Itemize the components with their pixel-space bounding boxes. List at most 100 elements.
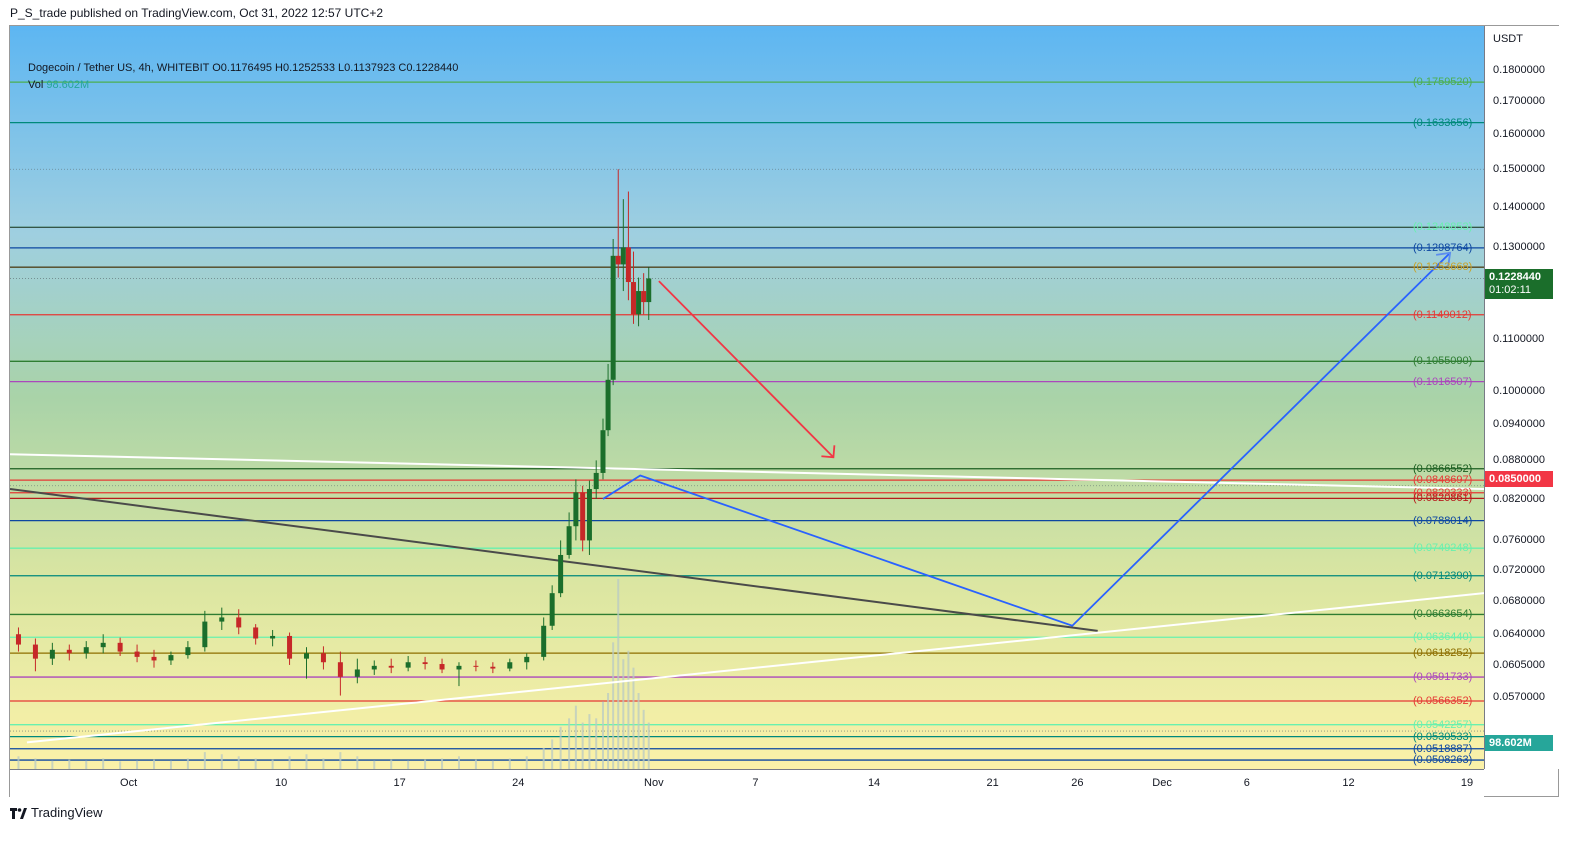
volume-bar xyxy=(424,759,427,769)
volume-bar xyxy=(474,759,477,769)
level-label: (0.0663654) xyxy=(1413,608,1473,621)
x-tick-label: 14 xyxy=(867,777,881,789)
symbol-ohlc-line: Dogecoin / Tether US, 4h, WHITEBIT O0.11… xyxy=(28,62,459,74)
candle-body xyxy=(524,656,530,663)
alert-price-badge: 0.0850000 xyxy=(1485,471,1553,488)
volume-bar xyxy=(595,718,598,769)
level-label: (0.0508263) xyxy=(1413,754,1473,767)
candle-body xyxy=(580,492,586,541)
level-label: (0.0618252) xyxy=(1413,647,1473,660)
candle-body xyxy=(117,642,123,652)
candle-body xyxy=(593,472,599,490)
x-tick-label: Dec xyxy=(1152,777,1172,789)
y-tick-label: 0.0880000 xyxy=(1493,454,1545,467)
rising-trendline xyxy=(26,592,1484,744)
volume-bar xyxy=(237,756,240,769)
level-label: (0.1348853) xyxy=(1413,221,1473,234)
candle-body xyxy=(549,593,555,626)
volume-bar xyxy=(373,760,376,769)
y-tick-label: 0.0605000 xyxy=(1493,658,1545,671)
level-label: (0.1759520) xyxy=(1413,76,1473,89)
candle-body xyxy=(388,665,394,668)
level-label: (0.0591733) xyxy=(1413,671,1473,684)
y-tick-label: 0.1000000 xyxy=(1493,384,1545,397)
volume-bar xyxy=(622,659,625,769)
chart-canvas[interactable] xyxy=(10,26,1484,769)
volume-bar xyxy=(637,693,640,769)
bar-countdown: 01:02:11 xyxy=(1489,284,1532,297)
red-arrow-head xyxy=(821,445,836,459)
volume-bar xyxy=(322,758,325,769)
candle-body xyxy=(83,647,89,654)
y-tick-label: 0.0820000 xyxy=(1493,492,1545,505)
candle-body xyxy=(586,489,592,541)
tradingview-logo[interactable]: TradingView xyxy=(10,805,103,820)
x-tick-label: 10 xyxy=(274,777,288,789)
candle-body xyxy=(641,291,647,303)
last-price-badge: 0.1228440 01:02:11 xyxy=(1485,269,1553,300)
volume-bar xyxy=(559,726,562,769)
x-tick-label: 7 xyxy=(752,777,759,789)
volume-bar xyxy=(617,579,620,769)
volume-bar xyxy=(288,756,291,769)
volume-bar xyxy=(220,754,223,769)
time-axis[interactable]: Oct 10 17 24 Nov 7 14 21 26 Dec 6 12 19 xyxy=(10,769,1484,797)
y-tick-label: 0.1800000 xyxy=(1493,63,1545,76)
volume-bar xyxy=(119,761,122,769)
price-axis-unit: USDT xyxy=(1493,33,1523,45)
volume-bar xyxy=(574,705,577,769)
candle-body xyxy=(541,625,547,657)
price-chart-plot[interactable]: Dogecoin / Tether US, 4h, WHITEBIT O0.11… xyxy=(10,26,1484,769)
x-tick-label: 19 xyxy=(1460,777,1474,789)
y-tick-label: 0.1100000 xyxy=(1493,332,1545,345)
level-label: (0.1253668) xyxy=(1413,261,1473,274)
x-tick-label: 17 xyxy=(393,777,406,789)
level-label: (0.0829333) xyxy=(1413,486,1473,499)
volume-bar xyxy=(356,756,359,769)
candle-body xyxy=(605,379,611,431)
level-label: (0.0636440) xyxy=(1413,631,1473,644)
y-tick-label: 0.1500000 xyxy=(1493,163,1545,176)
last-price-value: 0.1228440 xyxy=(1489,271,1541,284)
level-label: (0.0848697) xyxy=(1413,474,1473,487)
level-label: (0.0566352) xyxy=(1413,694,1473,707)
x-tick-label: Oct xyxy=(120,777,138,789)
y-tick-label: 0.0570000 xyxy=(1493,691,1545,704)
level-label: (0.0518887) xyxy=(1413,742,1473,755)
volume-bar xyxy=(568,718,571,769)
volume-bar xyxy=(390,759,393,769)
volume-bar xyxy=(581,722,584,769)
level-label: (0.0712390) xyxy=(1413,569,1473,582)
candle-body xyxy=(620,247,626,265)
volume-bar xyxy=(203,752,206,769)
candle-body xyxy=(456,665,462,670)
volume-bar xyxy=(85,760,88,769)
level-label: (0.0530533) xyxy=(1413,730,1473,743)
candle-body xyxy=(615,255,621,265)
volume-bar xyxy=(17,756,20,769)
candle-body xyxy=(253,627,259,639)
candle-body xyxy=(236,617,242,628)
x-tick-label: 21 xyxy=(986,777,999,789)
candle-body xyxy=(287,635,293,659)
volume-bar xyxy=(305,754,308,769)
candle-body xyxy=(625,247,631,283)
blue-arrow-head xyxy=(1435,251,1452,267)
volume-bar xyxy=(102,758,105,769)
volume-bar xyxy=(588,714,591,769)
volume-bar xyxy=(136,760,139,769)
candle-body xyxy=(354,669,360,677)
y-tick-label: 0.0720000 xyxy=(1493,563,1545,576)
tradingview-logo-text: TradingView xyxy=(31,805,103,820)
volume-bar xyxy=(601,701,604,769)
tradingview-logo-icon xyxy=(10,807,27,819)
publisher-line: P_S_trade published on TradingView.com, … xyxy=(10,6,384,20)
level-label: (0.0788014) xyxy=(1413,514,1473,527)
price-axis[interactable]: USDT 0.1800000 0.1700000 0.1600000 0.150000… xyxy=(1484,26,1559,769)
candle-body xyxy=(337,662,343,677)
candle-body xyxy=(473,665,479,667)
candle-body xyxy=(168,655,174,661)
candle-body xyxy=(202,621,208,648)
x-tick-label: Nov xyxy=(644,777,664,789)
candle-body xyxy=(405,662,411,668)
